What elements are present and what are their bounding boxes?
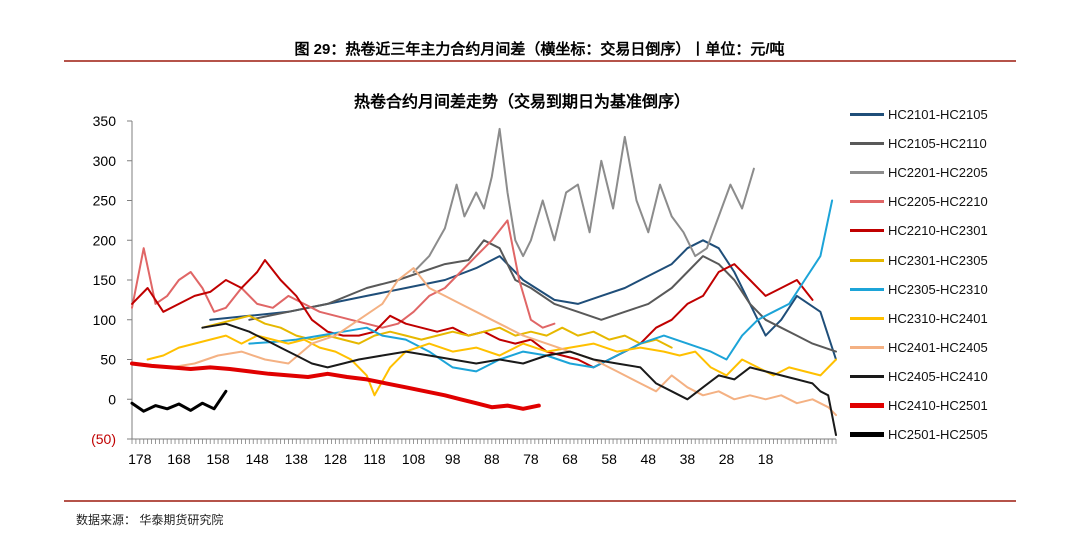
series-line-hc2305-hc2310 <box>248 199 834 373</box>
legend-swatch <box>850 287 884 291</box>
series-line-hc2301-hc2305 <box>201 314 673 349</box>
x-tick-label: 128 <box>324 451 348 467</box>
chart-legend: HC2101-HC2105 HC2105-HC2110 HC2201-HC2205 H… <box>850 100 1040 449</box>
bottom-divider <box>64 500 1016 502</box>
series-line-hc2105-hc2110 <box>248 239 837 353</box>
y-tick-label: 0 <box>108 391 116 407</box>
legend-item: HC2410-HC2501 <box>850 391 1040 420</box>
x-tick-label: 178 <box>128 451 152 467</box>
x-tick-label: 118 <box>363 451 386 467</box>
series-line-hc2501-hc2505 <box>130 389 228 413</box>
legend-item: HC2301-HC2305 <box>850 245 1040 274</box>
x-tick-label: 18 <box>758 451 774 467</box>
x-tick-label: 98 <box>445 451 461 467</box>
legend-label: HC2210-HC2301 <box>888 223 988 239</box>
x-tick-label: 48 <box>640 451 656 467</box>
y-tick-label: 50 <box>100 352 116 368</box>
x-tick-label: 78 <box>523 451 539 467</box>
legend-item: HC2105-HC2110 <box>850 129 1040 158</box>
source-note: 数据来源： 华泰期货研究院 <box>76 513 224 527</box>
y-tick-label: 350 <box>93 113 117 129</box>
x-tick-label: 138 <box>285 451 309 467</box>
top-divider <box>64 60 1016 62</box>
series-line-hc2310-hc2401 <box>146 334 837 397</box>
legend-swatch <box>850 142 884 146</box>
legend-swatch <box>850 374 884 378</box>
legend-swatch <box>850 113 884 117</box>
legend-label: HC2205-HC2210 <box>888 194 988 210</box>
x-tick-label: 88 <box>484 451 500 467</box>
x-tick-label: 158 <box>206 451 230 467</box>
legend-label: HC2405-HC2410 <box>888 368 988 384</box>
chart-series-layer <box>130 127 837 436</box>
legend-label: HC2305-HC2310 <box>888 281 988 297</box>
y-tick-label: 150 <box>93 272 117 288</box>
legend-label: HC2410-HC2501 <box>888 397 988 413</box>
series-line-hc2205-hc2210 <box>131 219 556 329</box>
legend-label: HC2310-HC2401 <box>888 310 988 326</box>
series-line-hc2405-hc2410 <box>201 322 837 436</box>
x-tick-label: 68 <box>562 451 578 467</box>
legend-item: HC2401-HC2405 <box>850 333 1040 362</box>
x-tick-label: 168 <box>167 451 191 467</box>
legend-item: HC2205-HC2210 <box>850 187 1040 216</box>
series-line-hc2410-hc2501 <box>130 361 541 411</box>
legend-swatch <box>850 316 884 320</box>
y-tick-label: (50) <box>91 431 116 447</box>
legend-swatch <box>850 229 884 233</box>
legend-label: HC2201-HC2205 <box>888 165 988 181</box>
legend-item: HC2405-HC2410 <box>850 362 1040 391</box>
legend-swatch <box>850 432 884 438</box>
y-tick-label: 100 <box>93 312 117 328</box>
x-tick-label: 148 <box>245 451 269 467</box>
legend-item: HC2305-HC2310 <box>850 275 1040 304</box>
chart-title: 热卷合约月间差走势（交易到期日为基准倒序） <box>354 92 690 111</box>
legend-item: HC2201-HC2205 <box>850 158 1040 187</box>
y-tick-label: 200 <box>93 232 117 248</box>
x-tick-label: 28 <box>719 451 735 467</box>
legend-label: HC2105-HC2110 <box>888 136 987 152</box>
figure-title: 图 29：热卷近三年主力合约月间差（横坐标：交易日倒序）丨单位：元/吨 <box>294 41 785 58</box>
legend-item: HC2101-HC2105 <box>850 100 1040 129</box>
series-line-hc2101-hc2105 <box>209 239 837 361</box>
legend-label: HC2501-HC2505 <box>888 427 988 443</box>
legend-swatch <box>850 402 884 408</box>
y-tick-label: 300 <box>93 153 117 169</box>
legend-item: HC2501-HC2505 <box>850 420 1040 449</box>
legend-item: HC2310-HC2401 <box>850 304 1040 333</box>
x-tick-label: 38 <box>680 451 696 467</box>
legend-item: HC2210-HC2301 <box>850 216 1040 245</box>
legend-label: HC2301-HC2305 <box>888 252 988 268</box>
y-tick-label: 250 <box>93 193 117 209</box>
legend-swatch <box>850 200 884 204</box>
legend-label: HC2401-HC2405 <box>888 339 988 355</box>
chart-axes: 350 300 250 200 150 100 50 0 (50) 178 168 158 148 138… <box>91 113 837 467</box>
legend-swatch <box>850 258 884 262</box>
legend-swatch <box>850 345 884 349</box>
legend-label: HC2101-HC2105 <box>888 107 988 123</box>
x-tick-label: 108 <box>402 451 426 467</box>
x-tick-label: 58 <box>601 451 617 467</box>
series-line-hc2401-hc2405 <box>170 267 837 417</box>
series-line-hc2201-hc2205 <box>412 127 755 273</box>
legend-swatch <box>850 171 884 175</box>
